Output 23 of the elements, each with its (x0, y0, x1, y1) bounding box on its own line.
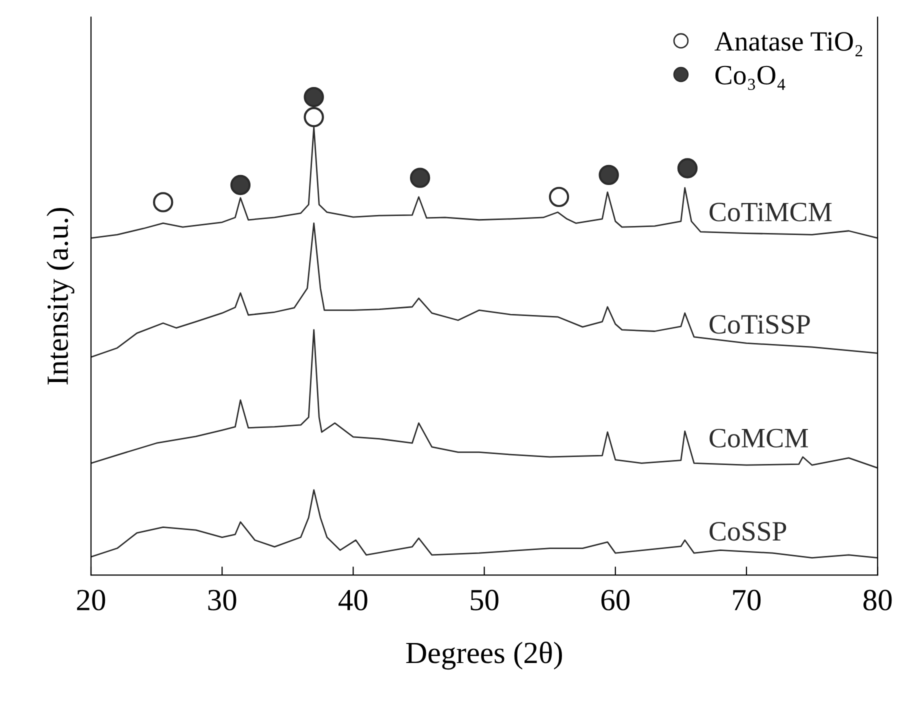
point (304, 107, 324, 128)
x-tick-label: 80 (863, 590, 892, 610)
series-label: CoMCM (710, 428, 808, 448)
x-tick-label: 60 (601, 590, 630, 610)
x-tick-label: 30 (208, 590, 236, 610)
legend-label: Anatase TiO₂ (714, 32, 862, 56)
legend-label: Co₃O₄ (715, 66, 786, 90)
y-axis-title: Intensity (a.u.) (46, 208, 74, 385)
point (230, 174, 251, 196)
point (548, 186, 570, 208)
x-tick-label: 70 (733, 590, 761, 610)
series-label: CoSSP (710, 522, 786, 541)
x-tick-label: 20 (77, 590, 106, 610)
series-label: CoTiSSP (710, 315, 810, 334)
point (598, 164, 619, 186)
point (677, 158, 698, 178)
point (410, 168, 430, 188)
x-tick-label: 50 (470, 590, 498, 610)
series-label: CoTiMCM (710, 202, 832, 222)
point (153, 192, 174, 212)
point (304, 86, 324, 108)
x-tick-label: 40 (338, 590, 368, 610)
x-axis-title: Degrees (2θ) (406, 642, 562, 670)
